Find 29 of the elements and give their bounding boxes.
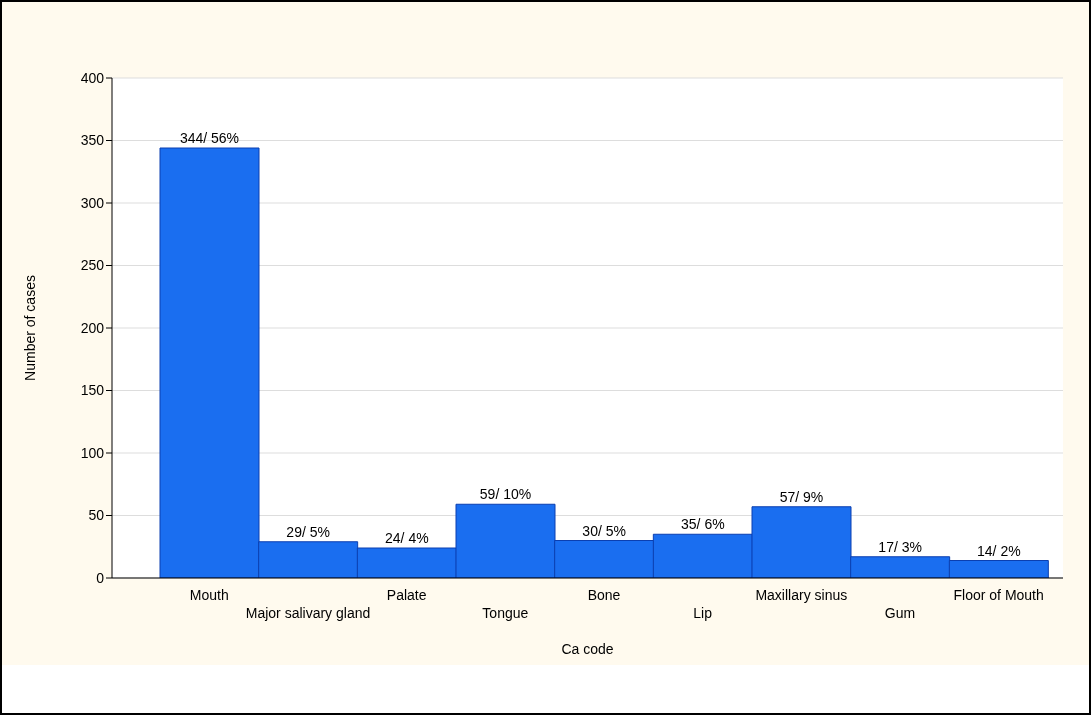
data-label: 29/ 5% [286,523,330,540]
y-tick-label: 50 [88,507,105,524]
x-tick-label: Palate [386,587,427,603]
data-label: 35/ 6% [681,516,725,533]
x-axis-title: Ca code [561,641,614,657]
x-tick-label: Maxillary sinus [755,587,848,603]
x-tick-label: Bone [587,587,621,603]
data-label: 17/ 3% [878,538,922,555]
y-tick-label: 400 [80,69,105,86]
x-tick-label: Gum [884,605,916,621]
data-label: 24/ 4% [385,530,429,546]
data-label: 30/ 5% [582,522,626,539]
x-tick-label: Major salivary gland [245,605,371,621]
x-tick-label: Floor of Mouth [953,587,1044,603]
y-tick-label: 150 [80,382,105,399]
y-tick-label: 350 [80,132,105,149]
y-axis-title: Number of cases [21,275,38,381]
data-label: 14/ 2% [977,542,1021,559]
x-tick-label: Mouth [189,587,229,603]
y-tick-label: 250 [80,257,105,274]
y-tick-label: 200 [80,319,105,336]
x-tick-label: Lip [693,605,713,621]
y-tick-label: 100 [80,444,105,461]
data-label: 59/ 10% [479,486,532,503]
data-label: 57/ 9% [779,488,824,505]
x-tick-label: Tongue [482,605,529,621]
y-tick-label: 300 [80,194,105,211]
y-tick-label: 0 [96,569,105,586]
data-label: 344/ 56% [179,130,240,146]
